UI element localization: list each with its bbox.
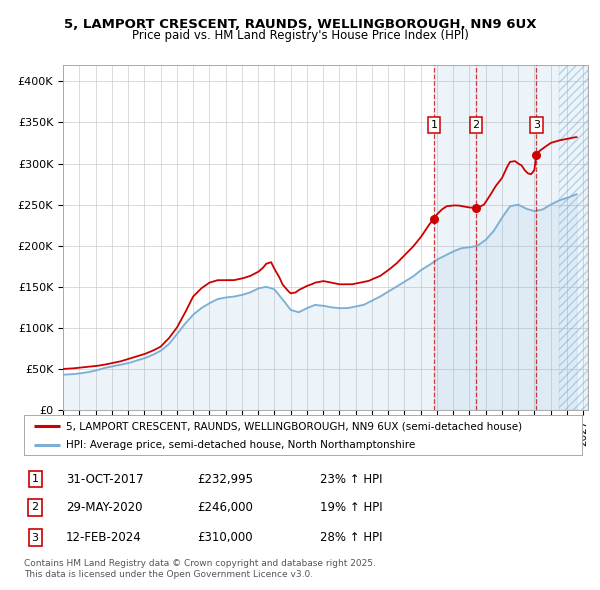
Text: 12-FEB-2024: 12-FEB-2024 bbox=[66, 531, 142, 544]
Text: HPI: Average price, semi-detached house, North Northamptonshire: HPI: Average price, semi-detached house,… bbox=[66, 440, 415, 450]
Text: 29-MAY-2020: 29-MAY-2020 bbox=[66, 501, 142, 514]
Text: 1: 1 bbox=[431, 120, 437, 130]
Text: 3: 3 bbox=[533, 120, 540, 130]
Text: 5, LAMPORT CRESCENT, RAUNDS, WELLINGBOROUGH, NN9 6UX: 5, LAMPORT CRESCENT, RAUNDS, WELLINGBORO… bbox=[64, 18, 536, 31]
Text: £246,000: £246,000 bbox=[197, 501, 253, 514]
Text: 3: 3 bbox=[32, 533, 38, 543]
Text: 2: 2 bbox=[32, 503, 39, 512]
Bar bbox=[476, 65, 536, 410]
Text: Contains HM Land Registry data © Crown copyright and database right 2025.
This d: Contains HM Land Registry data © Crown c… bbox=[24, 559, 376, 579]
Text: 31-OCT-2017: 31-OCT-2017 bbox=[66, 473, 143, 486]
Text: £310,000: £310,000 bbox=[197, 531, 253, 544]
Bar bbox=[536, 65, 588, 410]
Bar bbox=[559, 65, 588, 410]
Text: £232,995: £232,995 bbox=[197, 473, 253, 486]
Text: 2: 2 bbox=[473, 120, 479, 130]
Text: 23% ↑ HPI: 23% ↑ HPI bbox=[320, 473, 382, 486]
Text: 1: 1 bbox=[32, 474, 38, 484]
Text: 19% ↑ HPI: 19% ↑ HPI bbox=[320, 501, 382, 514]
Text: Price paid vs. HM Land Registry's House Price Index (HPI): Price paid vs. HM Land Registry's House … bbox=[131, 30, 469, 42]
Bar bbox=[434, 65, 476, 410]
Text: 5, LAMPORT CRESCENT, RAUNDS, WELLINGBOROUGH, NN9 6UX (semi-detached house): 5, LAMPORT CRESCENT, RAUNDS, WELLINGBORO… bbox=[66, 421, 522, 431]
Text: 28% ↑ HPI: 28% ↑ HPI bbox=[320, 531, 382, 544]
